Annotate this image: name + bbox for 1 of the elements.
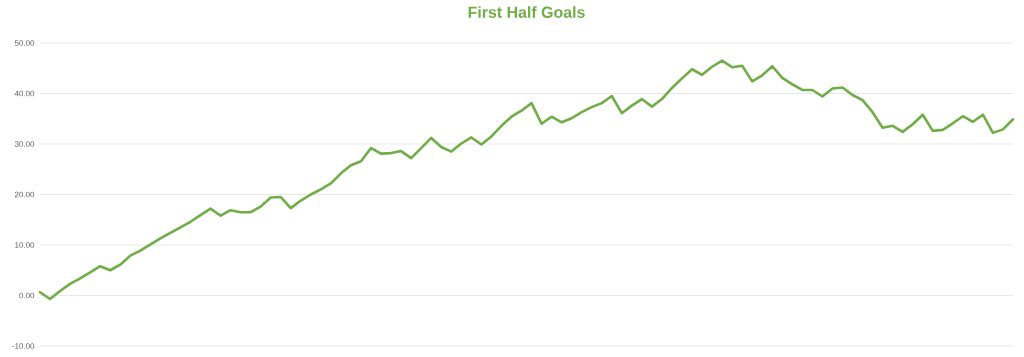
chart-title: First Half Goals — [468, 6, 585, 18]
